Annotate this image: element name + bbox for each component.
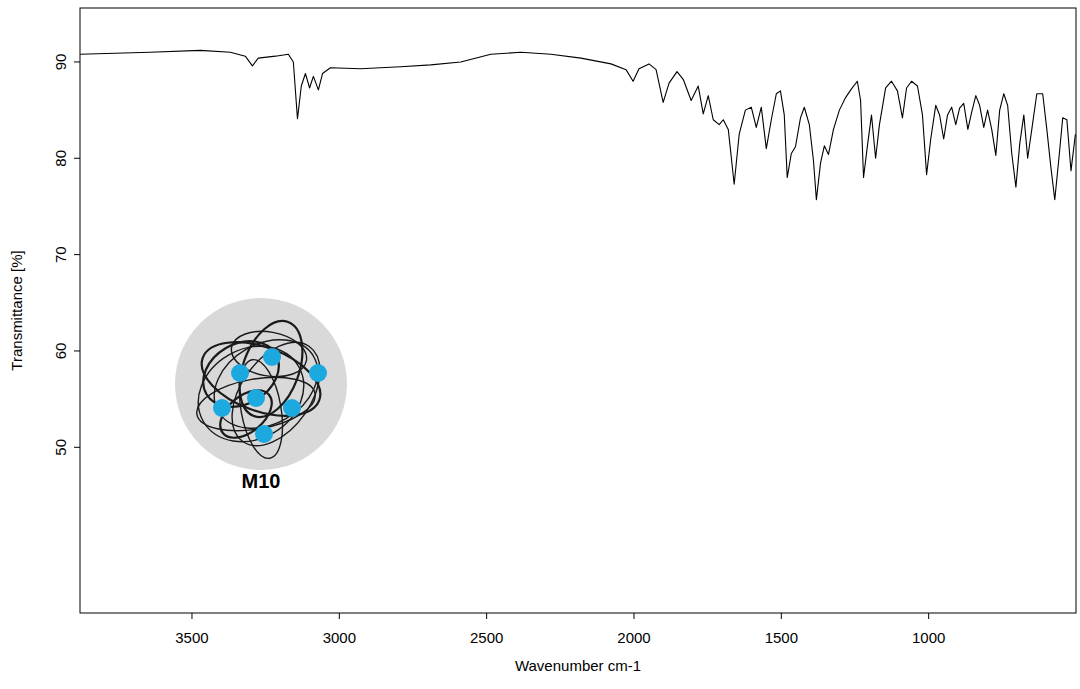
plot-frame — [80, 8, 1076, 613]
blue-dot — [263, 348, 281, 366]
chain-loop — [228, 326, 310, 383]
illustration — [175, 298, 347, 470]
chain-loop — [192, 328, 330, 431]
x-tick-label: 2000 — [617, 629, 650, 646]
blue-dot — [231, 364, 249, 382]
x-tick — [191, 613, 192, 619]
blue-dot — [213, 399, 231, 417]
x-tick — [486, 613, 487, 619]
y-axis-title: Transmittance [%] — [8, 250, 25, 370]
x-tick — [339, 613, 340, 619]
blue-dot — [283, 399, 301, 417]
y-tick-label: 60 — [52, 343, 69, 360]
y-tick — [74, 447, 80, 448]
annotation: M10 — [242, 470, 281, 492]
x-tick-label: 3000 — [323, 629, 356, 646]
y-tick — [74, 158, 80, 159]
y-tick — [74, 350, 80, 351]
particle-bg — [175, 298, 347, 470]
x-tick-label: 1500 — [765, 629, 798, 646]
y-tick-label: 80 — [52, 150, 69, 167]
chain-loop — [214, 326, 338, 461]
blue-dot — [255, 425, 273, 443]
plot-area — [80, 50, 1075, 199]
blue-dot — [247, 389, 265, 407]
x-tick-label: 3500 — [175, 629, 208, 646]
x-tick — [928, 613, 929, 619]
y-tick — [74, 61, 80, 62]
chain-loop — [198, 322, 333, 446]
y-tick-label: 90 — [52, 54, 69, 71]
chart: M10 3500 3000 2500 2000 1500 1000 50 60 70 80 90 Wav… — [0, 0, 1080, 689]
blue-dot — [309, 364, 327, 382]
y-tick — [74, 254, 80, 255]
x-axis-title: Wavenumber cm-1 — [515, 657, 641, 674]
spectrum-line — [80, 50, 1075, 199]
x-tick — [781, 613, 782, 619]
y-tick-label: 70 — [52, 246, 69, 263]
y-tick-label: 50 — [52, 439, 69, 456]
x-tick-label: 2500 — [470, 629, 503, 646]
chain-loop — [211, 381, 280, 447]
x-tick-label: 1000 — [912, 629, 945, 646]
x-tick — [633, 613, 634, 619]
